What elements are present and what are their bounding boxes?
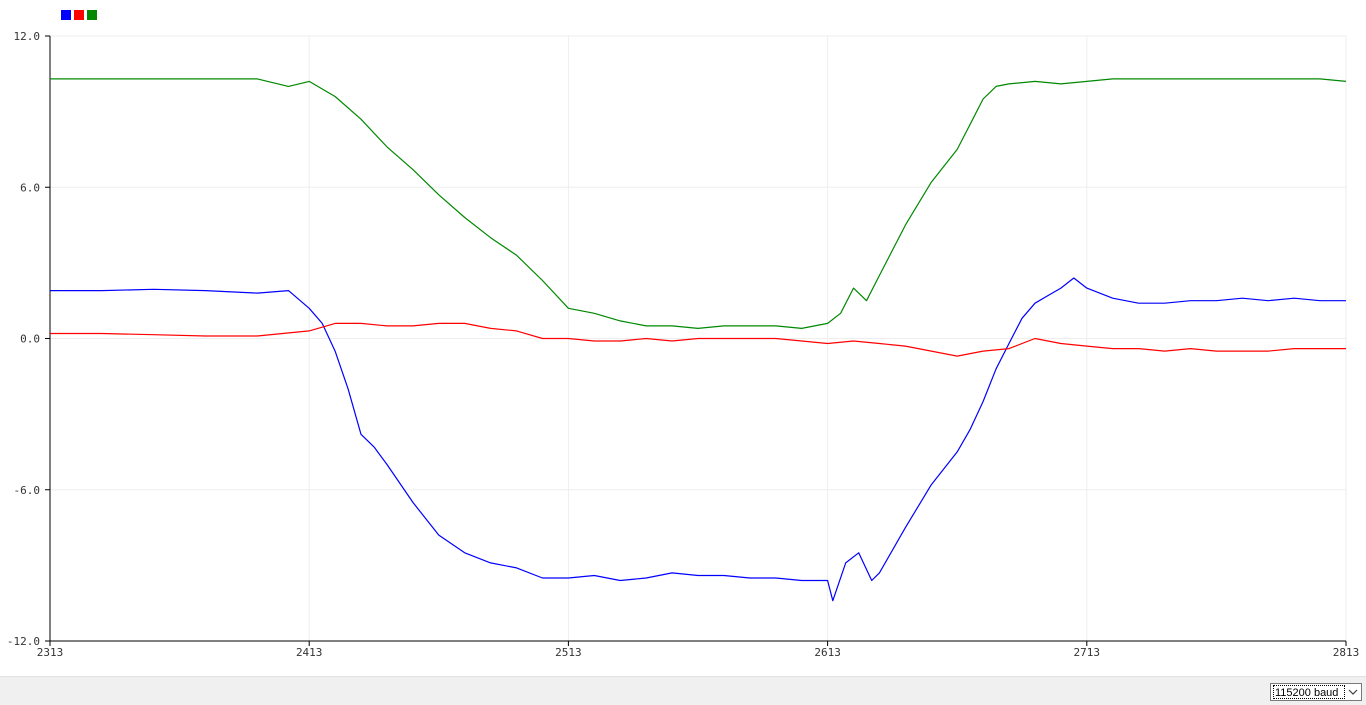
chevron-down-icon[interactable] <box>1345 684 1361 700</box>
legend <box>61 10 97 20</box>
legend-swatch-3 <box>87 10 97 20</box>
series-line-2 <box>50 322 1346 357</box>
legend-swatch-2 <box>74 10 84 20</box>
bottom-bar: 115200 baud <box>0 676 1366 705</box>
y-tick-label: 0.0 <box>20 333 40 346</box>
series-line-1 <box>50 277 1346 602</box>
y-tick-label: 12.0 <box>14 30 41 43</box>
y-tick-label: -12.0 <box>7 635 40 648</box>
x-tick-label: 2613 <box>814 646 841 659</box>
grid-lines <box>50 35 1347 641</box>
y-tick-label: -6.0 <box>14 484 41 497</box>
x-tick-label: 2413 <box>296 646 323 659</box>
axes <box>45 35 1347 646</box>
x-tick-label: 2713 <box>1074 646 1101 659</box>
baud-rate-value: 115200 baud <box>1273 685 1345 699</box>
x-tick-label: 2313 <box>37 646 64 659</box>
baud-rate-select[interactable]: 115200 baud <box>1270 683 1362 701</box>
x-tick-label: 2813 <box>1333 646 1360 659</box>
y-tick-label: 6.0 <box>20 181 40 194</box>
x-tick-label: 2513 <box>555 646 582 659</box>
series-line-3 <box>50 78 1347 329</box>
series-lines <box>50 78 1347 602</box>
legend-swatch-1 <box>61 10 71 20</box>
plot-area: 12.0 6.0 0.0 -6.0 -12.0 2313 2413 2513 2613 2713 2… <box>7 10 1359 659</box>
